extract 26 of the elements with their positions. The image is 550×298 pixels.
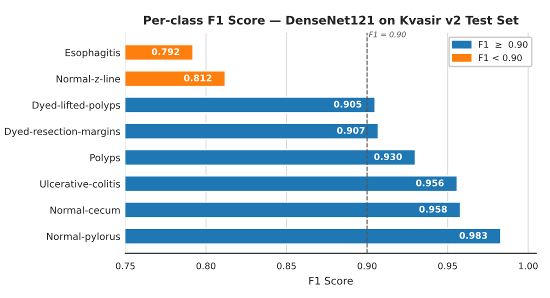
data-label: 0.905 xyxy=(334,100,362,108)
data-label: 0.958 xyxy=(419,206,447,213)
y-tick-label: Normal-pylorus xyxy=(47,232,120,242)
y-tick-label: Ulcerative-colitis xyxy=(40,180,120,188)
y-tick-label: Dyed-lifted-polyps xyxy=(32,101,120,111)
data-label: 0.907 xyxy=(337,127,365,134)
data-label: 0.812 xyxy=(184,74,212,82)
data-label: 0.930 xyxy=(374,153,402,160)
x-axis-title: F1 Score xyxy=(309,276,353,285)
data-label: 0.792 xyxy=(152,48,180,56)
chart-title: Per-class F1 Score — DenseNet121 on Kvasir v2 Test Set xyxy=(144,15,518,25)
y-tick-label: Polyps xyxy=(90,154,120,164)
y-tick-label: Dyed-resection-margins xyxy=(4,128,120,137)
y-tick-label: Esophagitis xyxy=(66,48,120,58)
x-tick-label: 0.80 xyxy=(196,262,216,270)
x-tick-label: 1.00 xyxy=(519,262,538,270)
y-tick-label: Normal-cecum xyxy=(50,206,120,214)
legend-label: F1 ≥ 0.90 xyxy=(478,41,528,48)
y-tick-label: Normal-z-line xyxy=(56,75,120,83)
x-tick-label: 0.75 xyxy=(116,262,135,270)
x-tick-label: 0.90 xyxy=(358,262,377,270)
data-label: 0.956 xyxy=(416,180,444,186)
data-label: 0.983 xyxy=(460,232,487,239)
legend-label: F1 < 0.90 xyxy=(478,54,522,62)
x-tick-label: 0.95 xyxy=(438,262,457,270)
x-tick-label: 0.85 xyxy=(277,262,296,270)
